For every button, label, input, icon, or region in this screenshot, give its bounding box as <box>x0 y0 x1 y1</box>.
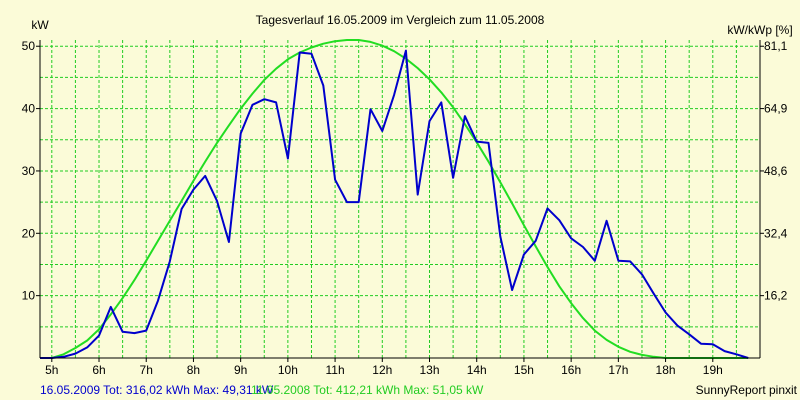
x-tick-label: 9h <box>234 363 247 377</box>
series-line-2 <box>40 39 749 359</box>
y-tick-label-left: 40 <box>22 102 36 116</box>
y-tick-label-right: 64,9 <box>764 102 788 116</box>
x-tick-label: 11h <box>326 363 345 377</box>
y-tick-label-right: 48,6 <box>764 164 788 178</box>
x-tick-label: 18h <box>656 363 676 377</box>
y-tick-label-right: 81,1 <box>764 39 788 53</box>
x-tick-label: 10h <box>278 363 298 377</box>
ticks-layer: 5h 6h 7h 8h 9h 10h 11h 12h 13h 14h 15h 16h 17h 18h 19h… <box>22 39 788 377</box>
x-tick-label: 12h <box>372 363 392 377</box>
chart-title: Tagesverlauf 16.05.2009 im Vergleich zum… <box>256 13 545 27</box>
credit-text: SunnyReport pinxit <box>696 383 798 397</box>
y-tick-label-right: 16,2 <box>764 289 788 303</box>
plot-area <box>40 40 760 358</box>
y-tick-label-left: 50 <box>22 39 36 53</box>
x-tick-label: 19h <box>703 363 723 377</box>
x-tick-label: 17h <box>608 363 628 377</box>
x-tick-label: 6h <box>92 363 105 377</box>
legend-series-2: 11.05.2008 Tot: 412,21 kWh Max: 51,05 kW <box>251 383 484 397</box>
legend-series-1: 16.05.2009 Tot: 316,02 kWh Max: 49,31 kW <box>40 383 274 397</box>
x-tick-label: 13h <box>419 363 439 377</box>
x-tick-label: 14h <box>467 363 487 377</box>
y-tick-label-left: 20 <box>22 226 36 240</box>
y-tick-label-left: 10 <box>22 289 36 303</box>
series-line-1 <box>40 49 749 359</box>
x-tick-label: 8h <box>187 363 200 377</box>
x-tick-label: 15h <box>514 363 534 377</box>
x-tick-label: 16h <box>561 363 581 377</box>
series-layer <box>40 39 749 359</box>
y-axis-label-right: kW/kWp [%] <box>727 23 792 37</box>
grid <box>40 40 760 358</box>
y-tick-label-left: 30 <box>22 164 36 178</box>
x-tick-label: 5h <box>45 363 58 377</box>
y-axis-label-left: kW <box>31 18 49 32</box>
x-tick-label: 7h <box>140 363 153 377</box>
y-tick-label-right: 32,4 <box>764 226 788 240</box>
